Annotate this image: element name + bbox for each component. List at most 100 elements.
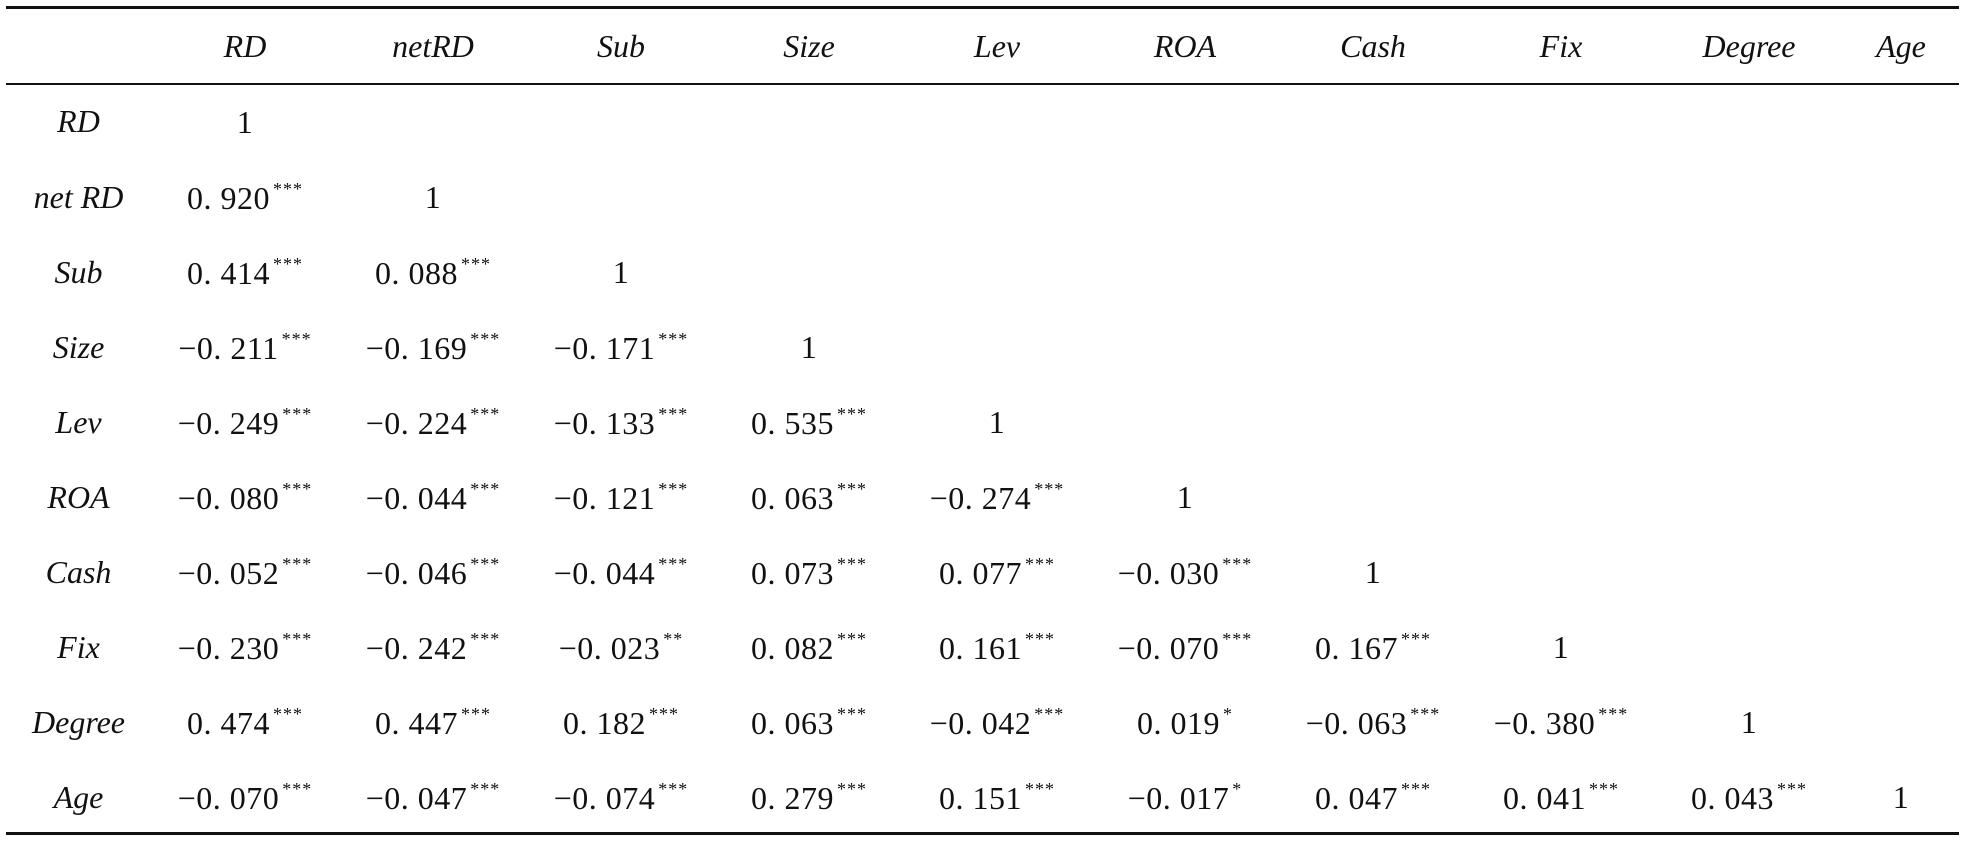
table-cell: 0. 167 ***: [1279, 610, 1467, 685]
row-header: Age: [53, 779, 104, 815]
column-header: RD: [223, 27, 267, 64]
cell-value: −0. 249: [177, 404, 280, 441]
table-cell: −0. 074 ***: [527, 760, 715, 835]
significance-stars: ***: [282, 478, 313, 499]
significance-stars: ***: [658, 778, 689, 799]
table-cell: [1843, 385, 1959, 460]
significance-stars: ***: [1025, 628, 1055, 649]
significance-stars: ***: [658, 328, 689, 349]
significance-stars: ***: [282, 628, 313, 649]
cell-value: −0. 169: [365, 329, 468, 366]
cell-value: 0. 447: [375, 704, 458, 741]
table-row: Lev −0. 249 *** −0. 224 *** −0. 133 *** 0. 535 *…: [6, 385, 1959, 460]
table-cell: [1279, 160, 1467, 235]
cell-value: 1: [612, 254, 630, 290]
table-cell: [903, 83, 1091, 160]
table-cell: 0. 063 ***: [715, 460, 903, 535]
table-row: ROA −0. 080 *** −0. 044 *** −0. 121 *** 0. 063 *…: [6, 460, 1959, 535]
row-header: Fix: [57, 629, 100, 665]
cell-value: 1: [800, 329, 818, 365]
table-cell: [1091, 160, 1279, 235]
table-cell: [1279, 83, 1467, 160]
table-cell: [715, 83, 903, 160]
cell-value: −0. 274: [929, 479, 1032, 516]
table-row: Cash −0. 052 *** −0. 046 *** −0. 044 *** 0. 073…: [6, 535, 1959, 610]
significance-stars: ***: [470, 328, 501, 349]
table-cell: −0. 017 *: [1091, 760, 1279, 835]
row-header: RD: [57, 103, 100, 139]
cell-value: −0. 017: [1127, 779, 1230, 816]
top-rule: [6, 6, 1959, 9]
significance-stars: ***: [658, 478, 689, 499]
table-cell: [1091, 235, 1279, 310]
table-cell: −0. 274 ***: [903, 460, 1091, 535]
cell-value: −0. 230: [177, 629, 280, 666]
cell-value: 0. 063: [751, 704, 834, 741]
significance-stars: ***: [1222, 553, 1253, 574]
cell-value: −0. 046: [365, 554, 468, 591]
cell-value: 0. 279: [751, 779, 834, 816]
table-cell: −0. 080 ***: [151, 460, 339, 535]
column-header: Age: [1876, 27, 1926, 64]
cell-value: −0. 074: [553, 779, 656, 816]
table-cell: 1: [1655, 685, 1843, 760]
table-cell: [1655, 535, 1843, 610]
significance-stars: ***: [282, 403, 313, 424]
cell-value: 0. 063: [751, 479, 834, 516]
cell-value: −0. 242: [365, 629, 468, 666]
table-row: Sub 0. 414 *** 0. 088 *** 1: [6, 235, 1959, 310]
significance-stars: ***: [1589, 778, 1619, 799]
significance-stars: **: [663, 628, 684, 649]
significance-stars: ***: [658, 553, 689, 574]
row-header: net RD: [33, 179, 124, 215]
table-cell: [1843, 83, 1959, 160]
cell-value: 0. 474: [187, 704, 270, 741]
corner-cell: [6, 9, 151, 83]
cell-value: 0. 041: [1503, 779, 1586, 816]
cell-value: 0. 073: [751, 554, 834, 591]
table-cell: −0. 224 ***: [339, 385, 527, 460]
table-cell: 0. 279 ***: [715, 760, 903, 835]
table-cell: [1279, 235, 1467, 310]
significance-stars: ***: [470, 628, 501, 649]
significance-stars: *: [1232, 778, 1243, 799]
cell-value: 1: [424, 179, 442, 215]
table-cell: −0. 380 ***: [1467, 685, 1655, 760]
cell-value: −0. 121: [553, 479, 656, 516]
table-cell: [1091, 385, 1279, 460]
cell-value: 1: [1552, 629, 1570, 665]
cell-value: −0. 023: [558, 629, 661, 666]
significance-stars: ***: [1034, 703, 1065, 724]
significance-stars: ***: [1025, 778, 1055, 799]
row-header: Cash: [45, 554, 112, 590]
table-cell: [715, 160, 903, 235]
table-cell: −0. 044 ***: [527, 535, 715, 610]
table-cell: [1843, 160, 1959, 235]
table-cell: [1467, 460, 1655, 535]
table-cell: [1843, 535, 1959, 610]
table-cell: 1: [903, 385, 1091, 460]
cell-value: 0. 077: [939, 554, 1022, 591]
cell-value: −0. 380: [1493, 704, 1596, 741]
table-cell: [1091, 83, 1279, 160]
table-cell: [1843, 235, 1959, 310]
header-row: RD netRD Sub Size Lev ROA Cash Fix Degree Age: [6, 9, 1959, 83]
table-cell: 1: [151, 83, 339, 160]
table-cell: [1655, 235, 1843, 310]
significance-stars: ***: [837, 703, 867, 724]
table-cell: [1467, 535, 1655, 610]
significance-stars: ***: [282, 778, 313, 799]
table-cell: −0. 030 ***: [1091, 535, 1279, 610]
cell-value: −0. 044: [365, 479, 468, 516]
table-cell: [527, 160, 715, 235]
row-header: Degree: [32, 704, 125, 740]
table-cell: [527, 83, 715, 160]
column-header: Fix: [1539, 27, 1583, 64]
table-row: Age −0. 070 *** −0. 047 *** −0. 074 *** 0. 279 *…: [6, 760, 1959, 835]
cell-value: −0. 042: [929, 704, 1032, 741]
cell-value: 0. 414: [187, 254, 270, 291]
significance-stars: ***: [461, 703, 491, 724]
cell-value: 0. 167: [1315, 629, 1398, 666]
table-cell: [1655, 460, 1843, 535]
significance-stars: ***: [461, 253, 491, 274]
